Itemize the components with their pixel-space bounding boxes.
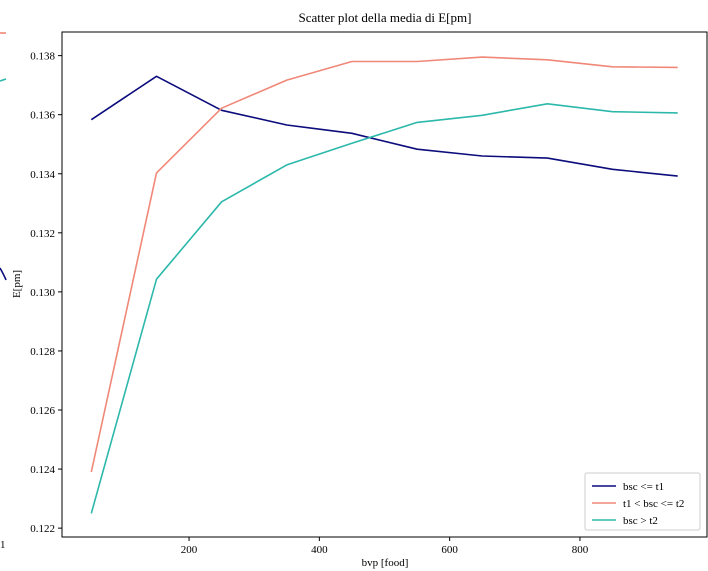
legend-label-3: bsc > t2 [623,515,658,527]
y-tick-label: 0.136 [30,110,55,122]
legend-label-1: bsc <= t1 [623,481,664,493]
y-tick-label: 0.134 [30,169,55,181]
series-line-3 [90,103,678,514]
y-axis-label: E[pm] [11,270,23,298]
legend: bsc <= t1 t1 < bsc <= t2 bsc > t2 [584,472,701,531]
y-tick-label: 0.122 [30,523,55,535]
left-edge-fragment-tick: 1 [0,539,6,551]
x-axis-label: bvp [food] [362,557,409,569]
y-tick-label: 0.126 [30,405,55,417]
legend-box [584,472,701,531]
chart-title: Scatter plot della media di E[pm] [299,10,472,25]
y-tick-label: 0.138 [30,51,55,63]
y-ticks: 0.122 0.124 0.126 0.128 0.130 0.132 0.134 0.136… [30,51,62,535]
x-tick-label: 200 [181,544,198,556]
left-edge-fragment-curve [0,267,7,281]
left-edge-fragments: 1 [0,32,7,551]
y-tick-label: 0.130 [30,287,55,299]
plot-frame [61,31,708,538]
series-lines [90,56,678,514]
x-ticks: 200 400 600 800 [181,537,589,556]
plot-area: 200 400 600 800 0.1220.1240.1260.1280.1300.… [30,31,708,556]
left-edge-fragment-line-2 [0,78,7,82]
legend-label-2: t1 < bsc <= t2 [623,498,684,510]
y-tick-label: 0.128 [30,346,55,358]
series-line-1 [90,75,678,177]
x-tick-label: 400 [311,544,328,556]
x-tick-label: 800 [572,544,589,556]
y-tick-label: 0.124 [30,464,55,476]
x-tick-label: 600 [441,544,458,556]
series-line-2 [90,56,678,473]
y-tick-label: 0.132 [30,228,55,240]
